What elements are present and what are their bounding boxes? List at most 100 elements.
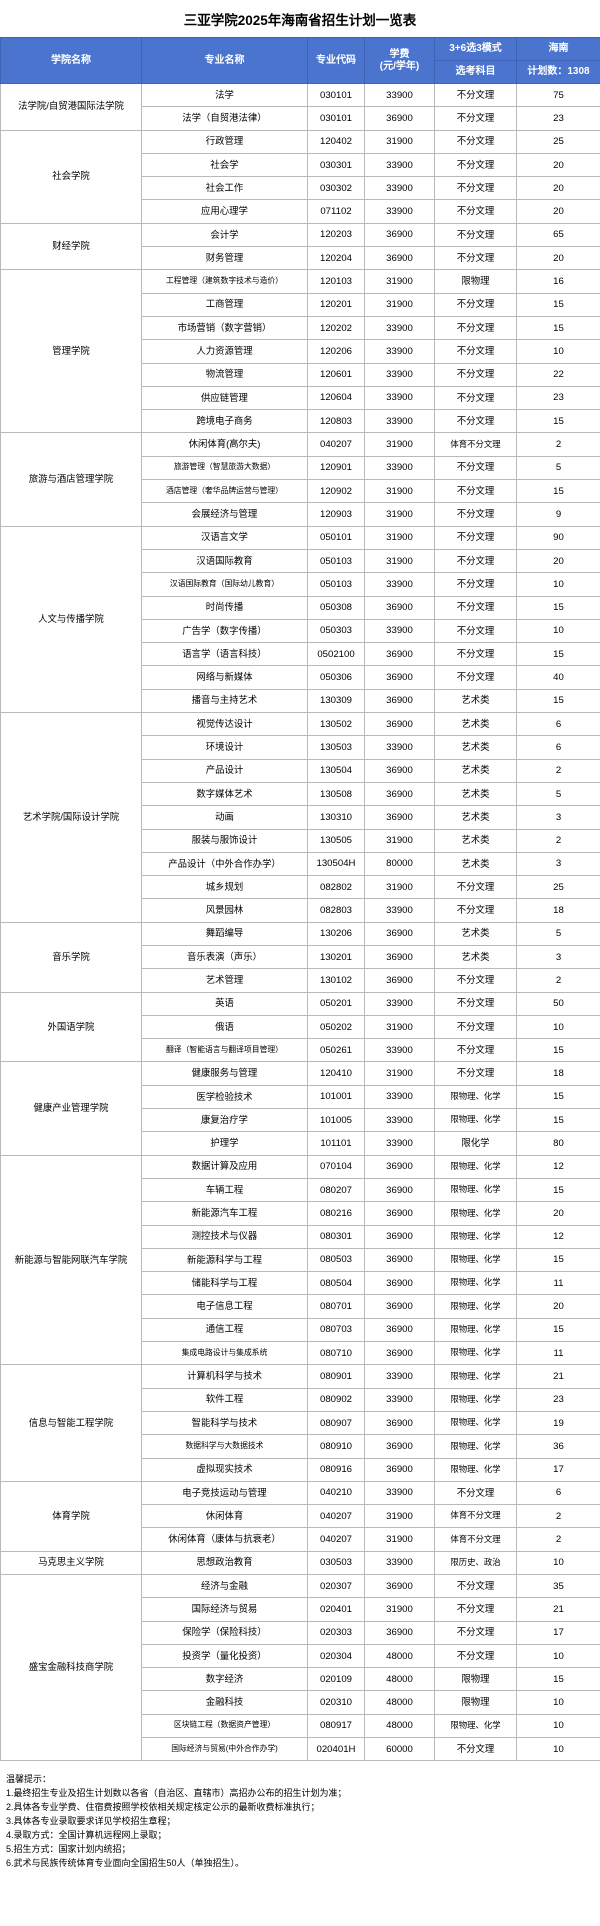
cell-subject: 限物理、化学 <box>434 1154 517 1179</box>
cell-quota: 75 <box>516 82 600 108</box>
cell-quota: 25 <box>516 129 600 154</box>
table-row: 俄语 050202 31900 不分文理 10 <box>1 1014 600 1040</box>
cell-code: 080907 <box>307 1410 365 1436</box>
cell-major: 休闲体育(高尔夫) <box>141 432 308 457</box>
cell-code: 050103 <box>307 548 365 574</box>
cell-subject: 限物理、化学 <box>434 1201 517 1226</box>
cell-quota: 23 <box>516 385 600 411</box>
cell-quota: 10 <box>516 339 600 364</box>
cell-code: 120901 <box>307 455 365 481</box>
cell-fee: 33900 <box>364 1550 435 1576</box>
cell-quota: 20 <box>516 548 600 574</box>
cell-college: 艺术学院/国际设计学院 <box>0 712 142 923</box>
cell-quota: 6 <box>516 735 600 760</box>
cell-quota: 15 <box>516 409 600 434</box>
cell-subject: 不分文理 <box>434 339 517 364</box>
cell-subject: 限物理 <box>434 1667 517 1692</box>
cell-fee: 80000 <box>364 851 435 877</box>
cell-fee: 60000 <box>364 1737 435 1762</box>
table-row: 跨境电子商务 120803 33900 不分文理 15 <box>1 409 600 434</box>
cell-code: 082802 <box>307 875 365 900</box>
cell-subject: 限物理、化学 <box>434 1084 517 1110</box>
cell-quota: 3 <box>516 805 600 830</box>
table-row: 信息与智能工程学院 计算机科学与技术 080901 33900 限物理、化学 21 <box>0 1364 600 1482</box>
cell-major: 工程管理（建筑数字技术与造价） <box>141 269 308 294</box>
cell-subject: 限物理、化学 <box>434 1317 517 1343</box>
cell-code: 130310 <box>307 805 365 830</box>
cell-subject: 不分文理 <box>434 968 517 993</box>
cell-fee: 31900 <box>364 479 435 504</box>
cell-quota: 15 <box>516 315 600 341</box>
cell-subject: 限物理 <box>434 269 517 294</box>
cell-code: 080917 <box>307 1713 365 1739</box>
cell-major: 工商管理 <box>141 292 308 317</box>
cell-quota: 50 <box>516 991 600 1016</box>
cell-major: 网络与新媒体 <box>141 665 308 690</box>
cell-code: 130508 <box>307 781 365 807</box>
cell-quota: 21 <box>516 1597 600 1622</box>
cell-quota: 20 <box>516 152 600 178</box>
cell-subject: 限物理、化学 <box>434 1387 517 1412</box>
cell-subject: 艺术类 <box>434 735 517 760</box>
table-row: 智能科学与技术 080907 36900 限物理、化学 19 <box>1 1410 600 1436</box>
notes-list: 1.最终招生专业及招生计划数以各省（自治区、直辖市）高招办公布的招生计划为准； 2… <box>6 1787 594 1871</box>
cell-major: 新能源科学与工程 <box>141 1247 308 1273</box>
header-row-2: 选考科目 计划数：1308 <box>1 60 600 84</box>
cell-major: 人力资源管理 <box>141 339 308 364</box>
table-row: 健康产业管理学院 健康服务与管理 120410 31900 不分文理 18 <box>0 1061 600 1156</box>
table-row: 网络与新媒体 050306 36900 不分文理 40 <box>1 665 600 690</box>
cell-major: 保险学（保险科技） <box>141 1620 308 1645</box>
cell-code: 120203 <box>307 222 365 248</box>
cell-fee: 31900 <box>364 292 435 317</box>
cell-college: 新能源与智能网联汽车学院 <box>0 1154 142 1366</box>
cell-subject: 不分文理 <box>434 222 517 248</box>
cell-code: 101001 <box>307 1084 365 1110</box>
cell-subject: 不分文理 <box>434 665 517 690</box>
table-row: 产品设计（中外合作办学） 130504H 80000 艺术类 3 <box>1 851 600 877</box>
cell-quota: 21 <box>516 1364 600 1389</box>
cell-major: 俄语 <box>141 1014 308 1040</box>
table-row: 社会工作 030302 33900 不分文理 20 <box>1 176 600 201</box>
cell-quota: 6 <box>516 712 600 737</box>
col-header-major: 专业名称 <box>141 37 308 84</box>
cell-code: 120803 <box>307 409 365 434</box>
table-row: 应用心理学 071102 33900 不分文理 20 <box>1 199 600 224</box>
table-row: 测控技术与仪器 080301 36900 限物理、化学 12 <box>1 1224 600 1249</box>
table-row: 财经学院 会计学 120203 36900 不分文理 65 <box>0 222 600 271</box>
cell-major: 国际经济与贸易 <box>141 1597 308 1622</box>
table-row: 新能源与智能网联汽车学院 数据计算及应用 070104 36900 限物理、化学 12 <box>0 1154 600 1366</box>
cell-quota: 19 <box>516 1410 600 1436</box>
cell-fee: 31900 <box>364 269 435 294</box>
cell-fee: 36900 <box>364 758 435 783</box>
cell-code: 040210 <box>307 1480 365 1506</box>
cell-subject: 限化学 <box>434 1131 517 1156</box>
cell-code: 120201 <box>307 292 365 317</box>
cell-college: 财经学院 <box>0 222 142 271</box>
cell-code: 120103 <box>307 269 365 294</box>
table-body: 法学院/自贸港国际法学院 法学 030101 33900 不分文理 75 法学（自贸港法律）… <box>0 82 600 1762</box>
cell-subject: 不分文理 <box>434 106 517 131</box>
cell-fee: 36900 <box>364 921 435 946</box>
cell-fee: 31900 <box>364 875 435 900</box>
cell-code: 050201 <box>307 991 365 1016</box>
table-row: 投资学（量化投资） 020304 48000 不分文理 10 <box>1 1643 600 1669</box>
cell-major: 健康服务与管理 <box>141 1061 308 1086</box>
table-row: 环境设计 130503 33900 艺术类 6 <box>1 735 600 760</box>
cell-code: 0502100 <box>307 642 365 667</box>
cell-quota: 35 <box>516 1573 600 1599</box>
cell-subject: 不分文理 <box>434 1597 517 1622</box>
cell-code: 080902 <box>307 1387 365 1412</box>
col-header-fee: 学费 (元/学年) <box>364 37 435 84</box>
cell-fee: 36900 <box>364 968 435 993</box>
cell-quota: 5 <box>516 921 600 946</box>
cell-quota: 25 <box>516 875 600 900</box>
cell-code: 120204 <box>307 246 365 271</box>
cell-college: 音乐学院 <box>0 921 142 993</box>
cell-fee: 33900 <box>364 362 435 387</box>
cell-quota: 2 <box>516 828 600 853</box>
cell-quota: 15 <box>516 1177 600 1203</box>
cell-subject: 限物理、化学 <box>434 1294 517 1319</box>
cell-subject: 限物理、化学 <box>434 1177 517 1203</box>
cell-major: 计算机科学与技术 <box>141 1364 308 1389</box>
cell-code: 130201 <box>307 944 365 970</box>
